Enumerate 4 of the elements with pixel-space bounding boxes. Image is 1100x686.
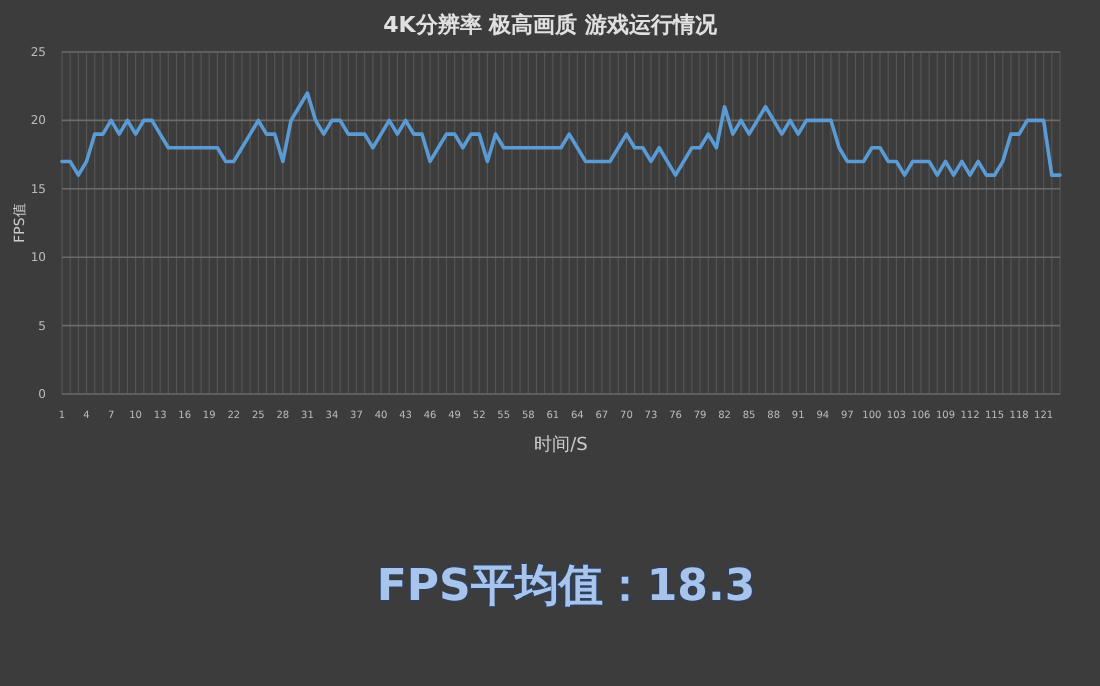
x-axis-title: 时间/S — [534, 434, 589, 456]
chart-title: 4K分辨率 极高画质 游戏运行情况 — [383, 12, 719, 38]
line-series — [60, 91, 1062, 177]
text: FPS平均值：18.3 — [376, 562, 756, 612]
